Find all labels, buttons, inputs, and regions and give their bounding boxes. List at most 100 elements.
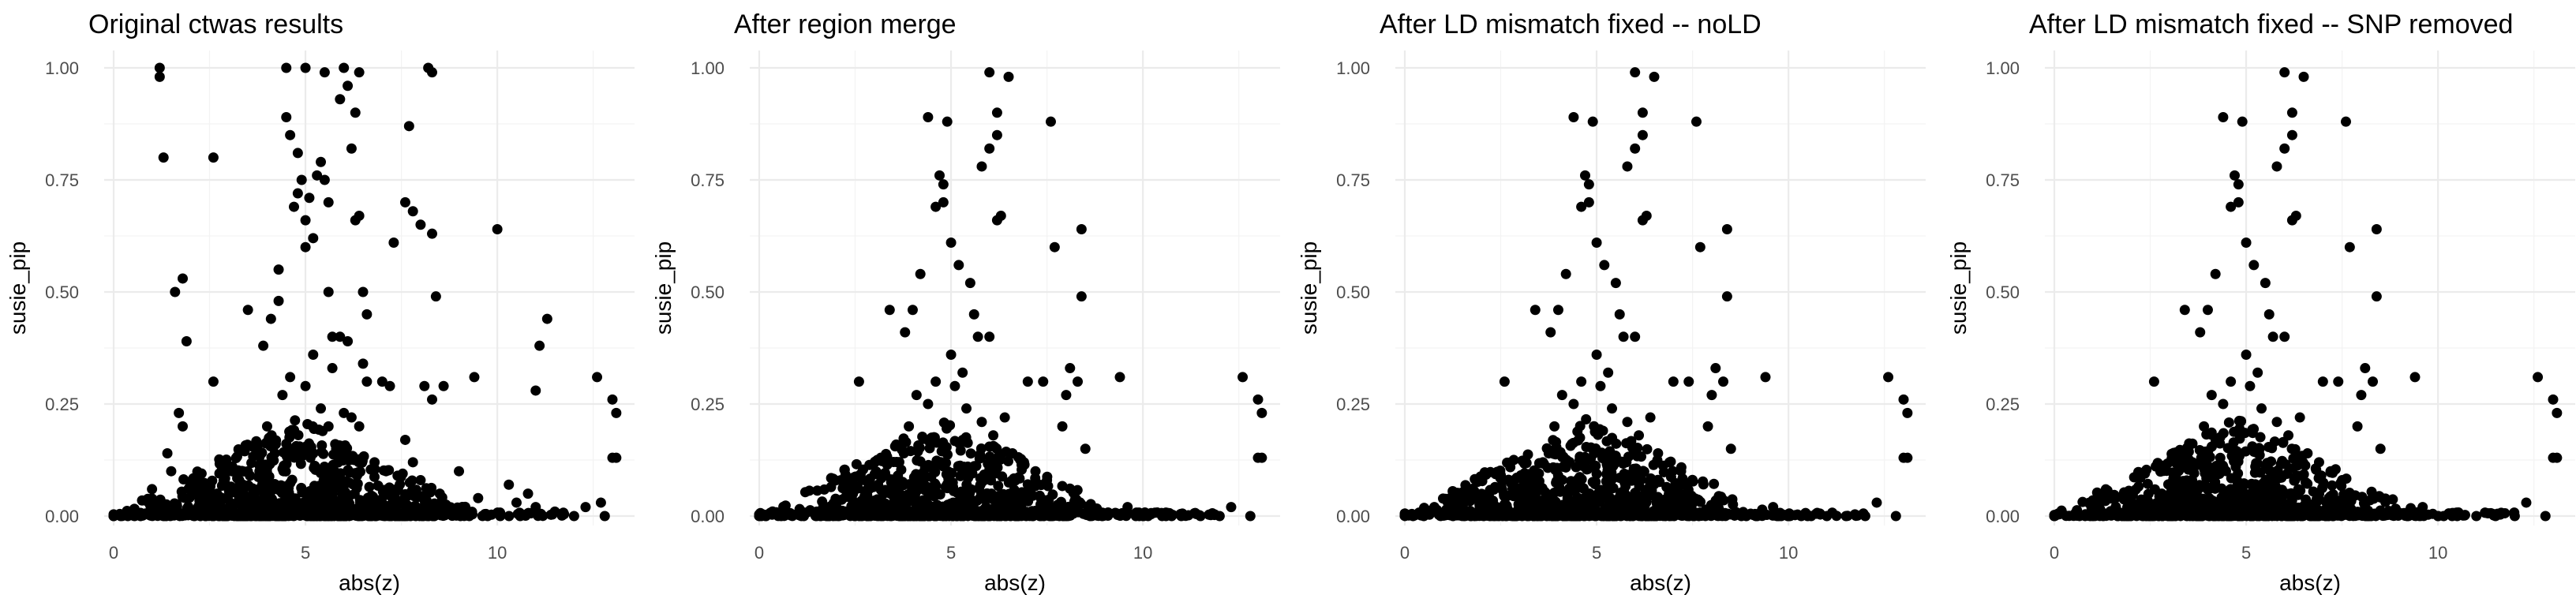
point (1831, 511, 1842, 522)
point (369, 499, 380, 510)
point (1632, 442, 1643, 453)
y-tick-label: 0.75 (45, 170, 79, 190)
point (193, 474, 204, 485)
point (265, 313, 276, 324)
point (1631, 465, 1642, 476)
point (984, 143, 995, 154)
point (1009, 473, 1020, 484)
point (1568, 111, 1579, 122)
point (336, 480, 347, 491)
point (1637, 107, 1648, 118)
point (1061, 390, 1072, 401)
point (2333, 376, 2344, 387)
point (858, 508, 869, 519)
point (2250, 461, 2261, 472)
point (938, 461, 949, 472)
point (916, 480, 927, 491)
point (347, 479, 358, 490)
point (1028, 490, 1039, 501)
data-points (147, 62, 622, 522)
y-tick-label: 1.00 (1336, 58, 1370, 78)
point (1519, 458, 1530, 469)
point (2143, 499, 2154, 511)
point (511, 497, 522, 508)
point (261, 421, 272, 432)
point (2226, 376, 2237, 387)
point (1669, 484, 1680, 496)
point (158, 152, 169, 163)
point (286, 474, 298, 485)
point (350, 468, 361, 479)
point (281, 510, 292, 521)
point (788, 509, 799, 520)
point (1045, 116, 1056, 127)
point (607, 394, 618, 405)
point (2283, 488, 2294, 499)
point (2391, 509, 2402, 520)
point (271, 508, 283, 519)
point (1592, 492, 1603, 503)
point (1017, 495, 1028, 506)
point (1631, 488, 1642, 499)
point (1649, 71, 1660, 82)
point (2279, 331, 2290, 342)
point (312, 170, 323, 181)
point (2183, 447, 2194, 458)
point (1530, 305, 1541, 316)
point (1583, 179, 1594, 190)
point (1622, 507, 1633, 518)
point (1547, 497, 1558, 508)
point (343, 335, 354, 346)
point (1176, 511, 1187, 522)
point (479, 509, 490, 520)
point (2286, 129, 2297, 140)
point (1871, 497, 1882, 508)
point (971, 461, 982, 472)
point (873, 479, 884, 490)
point (2245, 380, 2256, 391)
point (1576, 376, 1587, 387)
point (178, 273, 189, 284)
point (945, 350, 957, 361)
point (882, 451, 893, 462)
point (414, 510, 425, 521)
point (962, 437, 973, 448)
point (208, 152, 219, 163)
point (964, 499, 975, 511)
point (2271, 161, 2282, 172)
point (1902, 452, 1913, 463)
point (1630, 143, 1641, 154)
point (1049, 241, 1060, 252)
point (848, 488, 859, 499)
point (2238, 478, 2249, 489)
point (1622, 161, 1633, 172)
point (264, 510, 275, 521)
point (534, 340, 545, 351)
point (2216, 510, 2227, 521)
point (2471, 511, 2482, 522)
point (942, 449, 953, 460)
point (1543, 508, 1554, 519)
point (1738, 508, 1749, 519)
point (2265, 485, 2276, 496)
x-tick-label: 5 (2241, 543, 2251, 563)
point (2106, 506, 2117, 517)
point (1768, 502, 1779, 513)
point (923, 111, 934, 122)
point (957, 510, 968, 521)
point (343, 510, 354, 521)
point (924, 510, 935, 521)
point (2187, 438, 2198, 449)
x-tick-label: 10 (2428, 543, 2447, 563)
point (339, 407, 350, 418)
point (2202, 305, 2213, 316)
dense-point-cloud (2049, 415, 2520, 522)
point (492, 223, 503, 234)
point (1822, 511, 1833, 522)
point (358, 358, 369, 369)
point (178, 421, 189, 432)
point (438, 380, 449, 391)
point (953, 260, 964, 271)
point (1859, 511, 1870, 522)
point (1587, 116, 1598, 127)
